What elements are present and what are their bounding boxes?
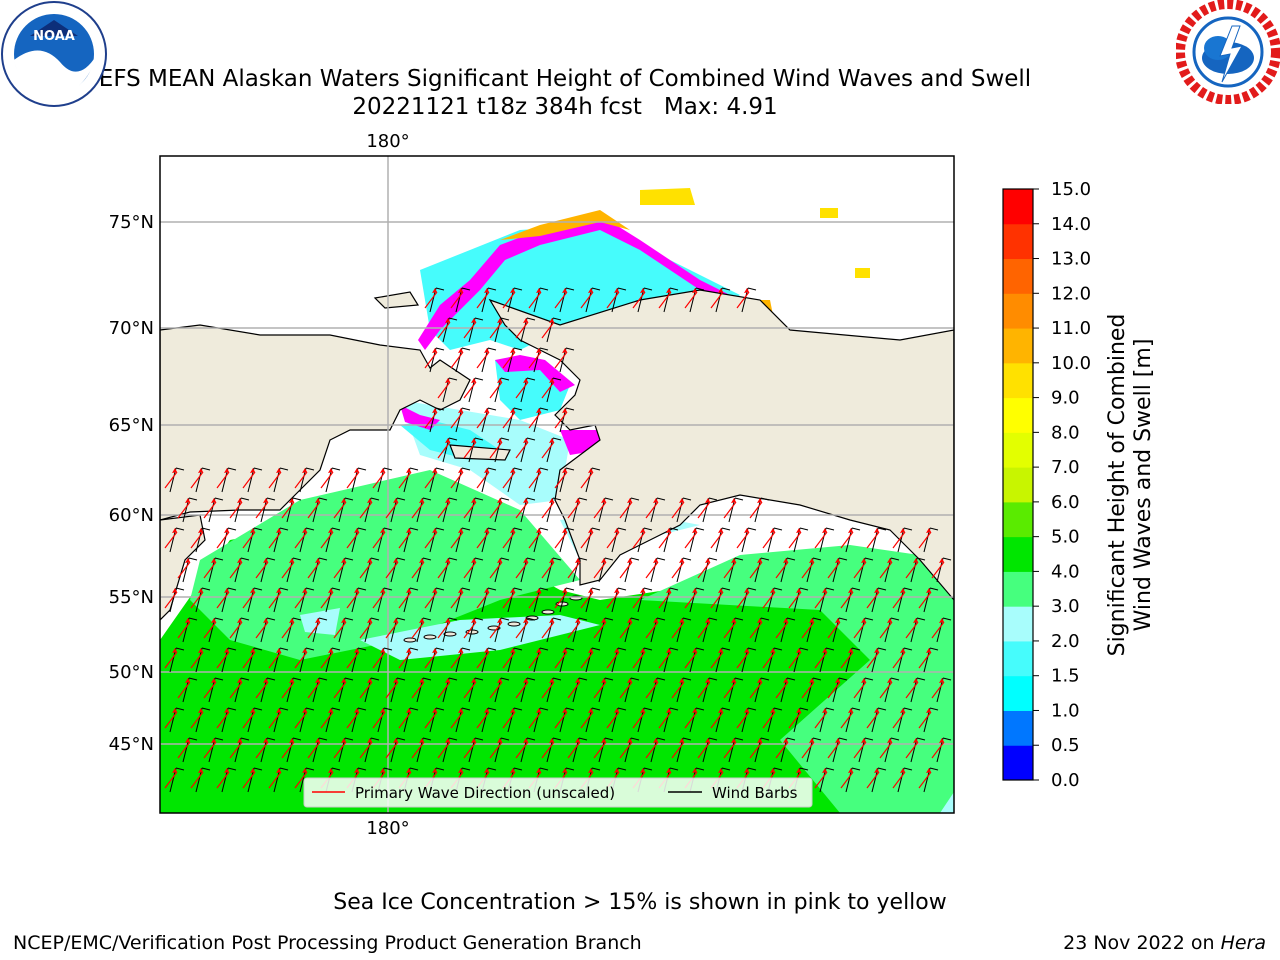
sea-ice-kotzebue <box>495 355 575 392</box>
latitude-label: 55°N <box>109 587 154 608</box>
colorbar-segment <box>1003 328 1033 364</box>
colorbar-tick-label: 1.5 <box>1051 666 1080 687</box>
map-legend: Primary Wave Direction (unscaled) Wind Ba… <box>303 777 813 808</box>
latitude-label: 70°N <box>109 318 154 339</box>
vector-field <box>164 287 952 793</box>
latitude-label: 50°N <box>109 662 154 683</box>
date-stamp: 23 Nov 2022 on Hera <box>1063 932 1266 954</box>
colorbar-tick-label: 3.0 <box>1051 596 1080 617</box>
colorbar-segment <box>1003 536 1033 572</box>
wave-field-2m-aleutian <box>360 615 600 660</box>
wave-field-3m-east <box>640 545 954 813</box>
colorbar-segment <box>1003 710 1033 746</box>
colorbar-tick-label: 2.0 <box>1051 631 1080 652</box>
wave-height-map: 180° 180° 75°N 70°N 65°N 60°N 55°N 50°N 45°N Prim… <box>109 131 955 839</box>
colorbar-segment <box>1003 293 1033 329</box>
wave-field-2m-corner <box>940 792 954 813</box>
map-subtitle: 20221121 t18z 384h fcst Max: 4.91 <box>0 94 1130 121</box>
colorbar-segment <box>1003 467 1033 503</box>
colorbar-segment <box>1003 640 1033 677</box>
wave-direction-legend-label: Primary Wave Direction (unscaled) <box>355 784 615 802</box>
colorbar-segment <box>1003 606 1033 642</box>
colorbar-tick-label: 1.0 <box>1051 700 1080 721</box>
longitude-label-bottom: 180° <box>366 818 409 839</box>
svg-text:NOAA: NOAA <box>33 29 75 44</box>
colorbar-tick-label: 14.0 <box>1051 214 1091 235</box>
colorbar-segment <box>1003 362 1033 399</box>
colorbar-tick-label: 0.5 <box>1051 735 1080 756</box>
wave-field-2m-patch <box>300 608 340 635</box>
colorbar-tick-label: 13.0 <box>1051 249 1091 270</box>
colorbar-tick-label: 6.0 <box>1051 492 1080 513</box>
map-title: EFS MEAN Alaskan Waters Significant Heig… <box>98 66 1032 92</box>
colorbar-segment <box>1003 745 1033 781</box>
colorbar-title: Significant Height of CombinedWind Waves… <box>1105 314 1156 657</box>
latitude-label: 65°N <box>109 415 154 436</box>
colorbar-tick-label: 12.0 <box>1051 283 1091 304</box>
sea-ice-floe-1 <box>640 188 695 205</box>
colorbar-segment <box>1003 571 1033 607</box>
run-date: 23 Nov 2022 on <box>1063 932 1215 954</box>
nws-logo-icon <box>1176 0 1280 104</box>
sea-ice-anadyr <box>400 405 440 430</box>
colorbar-segment <box>1003 223 1033 260</box>
colorbar-segment <box>1003 675 1033 711</box>
latitude-label: 75°N <box>109 212 154 233</box>
colorbar-tick-label: 0.0 <box>1051 770 1080 791</box>
colorbar-tick-label: 7.0 <box>1051 457 1080 478</box>
colorbar-segment <box>1003 501 1033 538</box>
colorbar-tick-label: 10.0 <box>1051 353 1091 374</box>
colorbar-segment <box>1003 432 1033 468</box>
sea-ice-floe-3 <box>855 268 870 278</box>
graticule <box>160 156 954 813</box>
colorbar: 0.0 0.5 1.0 1.5 2.0 3.0 4.0 5.0 6.0 7.0 8.0 9.0 10.0… <box>1002 179 1156 791</box>
colorbar-tick-label: 8.0 <box>1051 422 1080 443</box>
colorbar-segment <box>1003 258 1033 294</box>
colorbar-tick-label: 5.0 <box>1051 527 1080 548</box>
land-chukotka <box>160 324 471 521</box>
map-frame <box>159 155 955 814</box>
land-wrangel-island <box>373 291 420 309</box>
colorbar-tick-label: 11.0 <box>1051 318 1091 339</box>
colorbar-frame <box>1002 188 1034 781</box>
colorbar-tick-label: 4.0 <box>1051 561 1080 582</box>
sea-ice-floe-2 <box>820 208 838 218</box>
noaa-logo-icon: NOAA <box>1 1 107 107</box>
wave-field-3m-west <box>190 470 580 660</box>
latitude-label: 60°N <box>109 505 154 526</box>
colorbar-segment <box>1003 189 1033 225</box>
wind-barbs-legend-label: Wind Barbs <box>712 784 798 802</box>
max-value: Max: 4.91 <box>663 94 778 120</box>
colorbar-tick-label: 15.0 <box>1051 179 1091 200</box>
sea-ice-note: Sea Ice Concentration > 15% is shown in … <box>333 890 947 915</box>
land-alaska <box>488 289 954 601</box>
longitude-label-top: 180° <box>366 131 409 152</box>
colorbar-segment <box>1003 397 1033 433</box>
legend-box <box>303 777 813 808</box>
credit-line: NCEP/EMC/Verification Post Processing Pr… <box>13 932 642 954</box>
colorbar-tick-label: 9.0 <box>1051 388 1080 409</box>
sea-ice-thick-north <box>500 210 630 240</box>
forecast-cycle: 20221121 t18z 384h fcst <box>352 94 642 120</box>
latitude-label: 45°N <box>109 734 154 755</box>
sea-ice-edge-chukchi <box>418 215 740 350</box>
machine-name: Hera <box>1220 932 1266 954</box>
